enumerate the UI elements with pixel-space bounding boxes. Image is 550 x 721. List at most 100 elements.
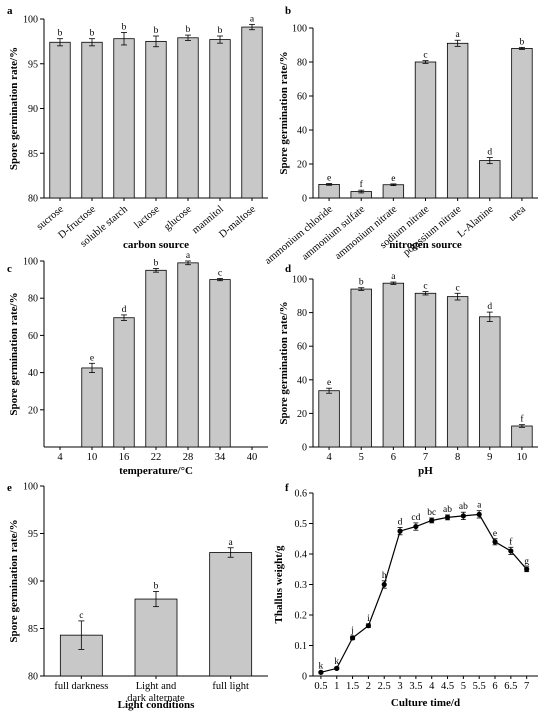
significance-letter: d [487, 302, 492, 312]
bar [318, 183, 340, 199]
significance-letter: f [360, 179, 364, 190]
data-point [492, 539, 498, 545]
bar [414, 292, 437, 448]
bar [511, 425, 533, 448]
significance-letter: e [327, 174, 331, 184]
bar [145, 269, 167, 448]
significance-letter: b [90, 29, 95, 39]
category-label: 10 [517, 452, 528, 463]
x-tick-label: 6.5 [504, 681, 517, 692]
bar [382, 184, 405, 199]
x-axis-label: Light conditions [118, 699, 195, 711]
series-line [320, 513, 528, 673]
category-label: 22 [151, 452, 162, 463]
x-axis-label: temperature/°C [119, 465, 193, 477]
category-label-line: Light and [136, 681, 177, 692]
bar [134, 598, 178, 677]
panel-f: f 0 0.1 0.2 0.3 0.4 0.5 0.6 Thallus weight/g k 0.5… [273, 482, 538, 709]
significance-letter: d [487, 148, 492, 158]
x-tick-label: 5.5 [473, 681, 486, 692]
category-label: full light [212, 681, 249, 692]
data-point [318, 669, 324, 675]
x-tick-label: 0.5 [314, 681, 327, 692]
significance-letter: b [154, 581, 159, 591]
category-label: lactose [133, 204, 163, 231]
y-tick-label: 20 [297, 409, 307, 420]
category-label: glucose [162, 204, 194, 233]
significance-letter: c [423, 51, 427, 61]
significance-letter: f [509, 536, 513, 547]
significance-letter: a [456, 30, 461, 40]
bar [479, 316, 501, 448]
y-axis-label: Spore germination rate/% [278, 301, 290, 424]
panel-letter: e [7, 482, 12, 494]
y-tick-label: 0 [302, 194, 307, 205]
y-tick-label: 0 [302, 443, 307, 454]
y-tick-label: 90 [28, 577, 38, 588]
significance-letter: i [367, 614, 370, 624]
significance-letter: bc [427, 508, 436, 518]
x-tick-label: 6 [492, 681, 497, 692]
significance-letter: f [520, 414, 524, 425]
data-point [508, 548, 514, 554]
category-label: 4 [57, 452, 63, 463]
category-label: 5 [359, 452, 364, 463]
significance-letter: b [58, 29, 63, 39]
y-tick-label: 85 [28, 149, 38, 160]
x-axis-label: Culture time/d [391, 697, 460, 709]
significance-letter: k [334, 657, 339, 667]
bar [209, 279, 231, 448]
y-axis-label: Spore germination rate/% [8, 47, 20, 170]
data-point [381, 581, 387, 588]
bar [479, 160, 501, 199]
y-tick-label: 0.5 [295, 519, 308, 530]
bar [177, 262, 199, 448]
y-axis-label: Spore germination rate/% [8, 292, 20, 415]
category-label: Light and dark alternate [127, 681, 185, 704]
panel-letter: a [7, 5, 13, 17]
y-axis-label: Thallus weight/g [273, 545, 285, 623]
bar [382, 282, 405, 448]
y-tick-label: 85 [28, 624, 38, 635]
category-label: 7 [423, 452, 428, 463]
category-label: 10 [87, 452, 98, 463]
significance-letter: d [398, 517, 403, 527]
significance-letter: a [229, 538, 234, 548]
y-tick-label: 60 [297, 342, 307, 353]
significance-letter: b [122, 22, 127, 32]
x-tick-label: 7 [524, 681, 529, 692]
bar [81, 41, 103, 199]
category-label: 9 [487, 452, 492, 463]
significance-letter: e [327, 378, 331, 388]
y-tick-label: 80 [28, 672, 38, 683]
category-label: urea [507, 204, 528, 224]
panel-letter: f [285, 482, 289, 494]
y-tick-label: 80 [297, 58, 307, 69]
bar [318, 390, 340, 448]
bar [209, 552, 253, 677]
data-point [429, 517, 435, 524]
significance-letter: j [350, 626, 354, 636]
category-label: L-Alanine [456, 204, 496, 240]
category-label: D-maltose [217, 204, 258, 241]
y-axis-label: Spore germination rate/% [8, 519, 20, 642]
bar [446, 42, 469, 199]
category-label: 34 [215, 452, 226, 463]
bar [145, 40, 167, 199]
panel-letter: d [285, 263, 291, 275]
data-point [349, 635, 356, 641]
panel-c: c 20 40 60 80 100 Spore germination rate/% 4 e 10… [7, 251, 268, 477]
y-tick-label: 100 [23, 482, 38, 493]
y-tick-label: 100 [292, 275, 307, 286]
category-label-line: dark alternate [127, 693, 185, 704]
significance-letter: ab [459, 502, 468, 512]
bar [350, 288, 372, 448]
y-tick-label: 40 [297, 126, 307, 137]
significance-letter: cd [411, 513, 420, 523]
panel-e: e 80 85 90 95 100 Spore germination rate/% c ful… [7, 482, 268, 711]
significance-letter: b [154, 258, 159, 268]
panel-letter: c [7, 263, 12, 275]
x-tick-label: 3 [397, 681, 402, 692]
